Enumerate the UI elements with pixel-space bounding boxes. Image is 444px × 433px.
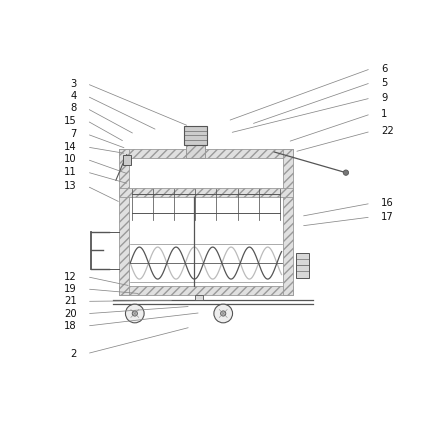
Text: 6: 6 xyxy=(381,64,387,74)
Polygon shape xyxy=(283,149,293,295)
Text: 9: 9 xyxy=(381,93,387,103)
Polygon shape xyxy=(195,295,203,300)
Text: 19: 19 xyxy=(64,284,77,294)
Text: 16: 16 xyxy=(381,198,394,208)
Text: 18: 18 xyxy=(64,321,77,331)
Polygon shape xyxy=(119,188,293,197)
Circle shape xyxy=(214,304,233,323)
Text: 20: 20 xyxy=(64,309,77,319)
Polygon shape xyxy=(119,149,128,295)
Text: 21: 21 xyxy=(64,296,77,307)
Text: 12: 12 xyxy=(64,271,77,282)
Polygon shape xyxy=(123,155,131,165)
Text: 15: 15 xyxy=(64,116,77,126)
Text: 8: 8 xyxy=(71,103,77,113)
Polygon shape xyxy=(186,135,205,158)
Text: 13: 13 xyxy=(64,181,77,191)
Circle shape xyxy=(343,170,349,175)
Text: 10: 10 xyxy=(64,154,77,164)
Text: 2: 2 xyxy=(71,349,77,359)
Polygon shape xyxy=(128,153,283,188)
Polygon shape xyxy=(119,286,293,295)
Text: 4: 4 xyxy=(71,91,77,101)
Circle shape xyxy=(126,304,144,323)
Text: 7: 7 xyxy=(71,129,77,139)
Text: 14: 14 xyxy=(64,142,77,152)
Circle shape xyxy=(221,311,226,316)
Polygon shape xyxy=(184,126,207,145)
Text: 3: 3 xyxy=(71,79,77,89)
Text: 5: 5 xyxy=(381,78,387,87)
Text: 22: 22 xyxy=(381,126,394,136)
Circle shape xyxy=(132,311,137,316)
Polygon shape xyxy=(119,149,293,158)
Polygon shape xyxy=(128,197,283,286)
Text: 1: 1 xyxy=(381,109,387,119)
Text: 17: 17 xyxy=(381,212,394,222)
Polygon shape xyxy=(296,253,309,278)
Text: 11: 11 xyxy=(64,167,77,177)
